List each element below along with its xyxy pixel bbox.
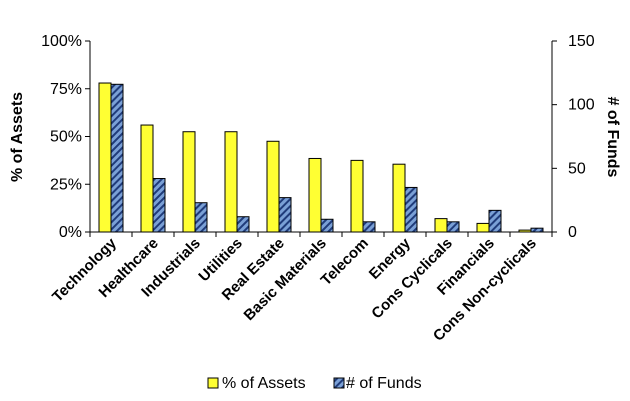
bar-assets (308, 157, 322, 233)
bar-assets (98, 82, 112, 233)
bar-assets (476, 222, 490, 233)
bar-funds (194, 202, 208, 233)
bar-funds (320, 218, 334, 233)
y-right-tick-label: 0 (568, 224, 577, 241)
bar-assets (434, 218, 448, 233)
y-right-tick-label: 150 (568, 33, 595, 50)
y-left-tick-label: 0% (59, 224, 82, 241)
bar-assets (392, 163, 406, 233)
bar-funds (236, 216, 250, 233)
y-left-tick-label: 75% (50, 81, 82, 98)
bar-funds (404, 186, 418, 233)
plot-area: 0%25%50%75%100%050100150TechnologyHealth… (41, 33, 595, 345)
y-right-tick-label: 50 (568, 160, 586, 177)
legend-swatch-assets (207, 377, 219, 389)
bar-assets (518, 229, 532, 233)
legend-swatch-funds (333, 377, 345, 389)
bar-assets (266, 140, 280, 233)
y-axis-left-title: % of Assets (9, 92, 26, 182)
bar-funds (488, 209, 502, 233)
bar-assets (182, 131, 196, 233)
y-axis-right-title: # of Funds (604, 97, 621, 178)
bar-assets (224, 131, 238, 233)
bar-assets (350, 159, 364, 233)
legend: % of Assets # of Funds (207, 375, 422, 392)
bar-funds (152, 178, 166, 233)
legend-label-assets: % of Assets (222, 375, 306, 392)
y-left-tick-label: 50% (50, 129, 82, 146)
legend-label-funds: # of Funds (346, 375, 422, 392)
y-left-tick-label: 100% (41, 33, 82, 50)
bar-funds (530, 227, 544, 233)
bar-funds (110, 83, 124, 233)
bar-funds (278, 197, 292, 233)
bar-funds (362, 221, 376, 233)
bar-funds (446, 221, 460, 233)
y-left-tick-label: 25% (50, 176, 82, 193)
y-right-tick-label: 100 (568, 97, 595, 114)
bar-assets (140, 124, 154, 233)
